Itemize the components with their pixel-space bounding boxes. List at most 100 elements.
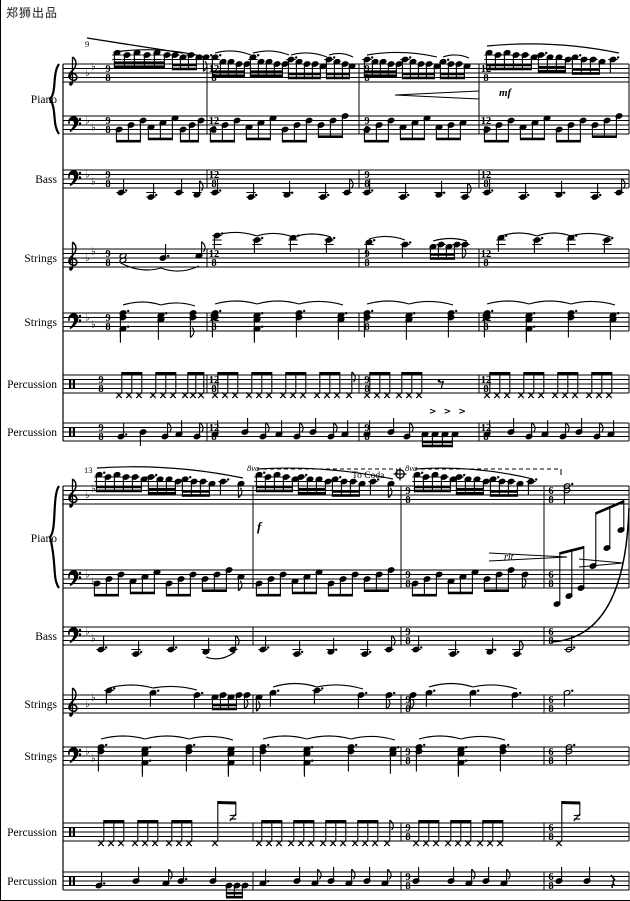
time-signature-bottom: 8 <box>105 125 110 136</box>
time-signature-top: 12 <box>209 375 220 386</box>
time-signature-bottom: 8 <box>211 432 216 443</box>
flat-sign: ♭ <box>91 576 96 587</box>
time-signature-top: 9 <box>105 116 110 127</box>
time-signature-top: 9 <box>405 872 410 883</box>
time-signature-top: 12 <box>481 170 492 181</box>
time-signature-top: 12 <box>209 116 220 127</box>
time-signature-bottom: 8 <box>105 73 110 84</box>
flat-sign: ♭ <box>85 170 90 181</box>
notes-bass <box>116 178 626 200</box>
staff-bass <box>63 169 629 189</box>
notes-percussion-1 <box>115 371 613 399</box>
staff-strings-2 <box>63 746 629 766</box>
to-coda-text: To Coda <box>352 471 385 481</box>
time-signature-top: 9 <box>405 695 410 706</box>
time-signature-bottom: 8 <box>105 258 110 269</box>
time-signature-bottom: 8 <box>483 179 488 190</box>
notes-piano-bass <box>115 113 623 143</box>
time-signature-top: 6 <box>548 570 553 581</box>
time-signature-bottom: 8 <box>211 322 216 333</box>
time-signature-top: 9 <box>105 64 110 75</box>
time-signature-top: 6 <box>548 747 553 758</box>
time-signature-top: 12 <box>209 423 220 434</box>
system-1: ♭♭♭♭♭♭♭♭♭♭989898989898981281281281281281… <box>48 37 630 448</box>
time-signature-bottom: 8 <box>364 384 369 395</box>
flat-sign: ♭ <box>85 699 90 710</box>
time-signature-top: 9 <box>405 823 410 834</box>
time-signature-top: 12 <box>481 423 492 434</box>
time-signature-top: 9 <box>364 170 369 181</box>
time-signature-bottom: 8 <box>548 832 553 843</box>
time-signature-bottom: 8 <box>405 832 410 843</box>
time-signature-top: 9 <box>105 249 110 260</box>
flat-sign: ♭ <box>85 68 90 79</box>
flat-sign: ♭ <box>85 490 90 501</box>
staff-label-percussion-2b: Percussion <box>7 876 57 888</box>
flat-sign: ♭ <box>91 753 96 764</box>
flat-sign: ♭ <box>91 319 96 330</box>
time-signature-top: 9 <box>364 423 369 434</box>
time-signature-top: 9 <box>405 747 410 758</box>
time-signature-bottom: 8 <box>211 258 216 269</box>
notes-strings-2 <box>119 300 620 343</box>
time-signature-bottom: 8 <box>483 73 488 84</box>
time-signature-bottom: 8 <box>483 258 488 269</box>
flat-sign: ♭ <box>85 570 90 581</box>
time-signature-top: 12 <box>481 375 492 386</box>
time-signature-bottom: 8 <box>98 384 103 395</box>
time-signature-top: 6 <box>548 627 553 638</box>
flat-sign: ♭ <box>91 633 96 644</box>
time-signature-top: 9 <box>405 570 410 581</box>
time-signature-bottom: 8 <box>364 179 369 190</box>
time-signature-top: 9 <box>98 423 103 434</box>
time-signature-bottom: 8 <box>483 384 488 395</box>
time-signature-bottom: 8 <box>405 881 410 892</box>
staff-label-strings-1a: Strings <box>24 253 57 265</box>
time-signature-top: 6 <box>548 823 553 834</box>
notes-percussion-2 <box>95 867 616 899</box>
notes-piano-treble <box>94 466 574 504</box>
dynamic-mf: mf <box>499 87 513 99</box>
time-signature-top: 9 <box>105 313 110 324</box>
flat-sign: ♭ <box>85 116 90 127</box>
flat-sign: ♭ <box>85 747 90 758</box>
staff-label-bass-2: Bass <box>35 631 57 643</box>
time-signature-bottom: 8 <box>405 495 410 506</box>
notes-strings-1 <box>118 231 614 272</box>
staff-strings-1 <box>63 694 629 714</box>
notes-percussion-2 <box>117 418 615 448</box>
time-signature-top: 12 <box>209 170 220 181</box>
ottava-label-1: 8va <box>247 463 259 473</box>
staff-strings-2 <box>63 312 629 332</box>
time-signature-bottom: 8 <box>483 322 488 333</box>
time-signature-bottom: 8 <box>364 258 369 269</box>
flat-sign: ♭ <box>85 627 90 638</box>
staff-label-percussion-1b: Percussion <box>7 427 57 439</box>
time-signature-top: 9 <box>364 375 369 386</box>
time-signature-bottom: 8 <box>98 432 103 443</box>
time-signature-top: 9 <box>405 486 410 497</box>
flat-sign: ♭ <box>85 313 90 324</box>
time-signature-top: 9 <box>405 627 410 638</box>
measure-number-13: 13 <box>84 465 93 475</box>
time-signature-bottom: 8 <box>105 179 110 190</box>
flat-sign: ♭ <box>91 692 96 703</box>
time-signature-top: 12 <box>481 116 492 127</box>
time-signature-bottom: 8 <box>548 704 553 715</box>
staff-label-strings-1b: Strings <box>24 317 57 329</box>
staff-percussion-2 <box>63 871 629 891</box>
staff-bass <box>63 626 629 646</box>
time-signature-bottom: 8 <box>364 73 369 84</box>
time-signature-bottom: 8 <box>405 756 410 767</box>
flat-sign: ♭ <box>91 483 96 494</box>
time-signature-bottom: 8 <box>405 636 410 647</box>
accent-marks: > > > <box>429 407 468 417</box>
time-signature-bottom: 8 <box>364 322 369 333</box>
time-signature-bottom: 8 <box>364 432 369 443</box>
time-signature-bottom: 8 <box>548 579 553 590</box>
flat-sign: ♭ <box>91 176 96 187</box>
staff-label-percussion-2a: Percussion <box>7 827 57 839</box>
staff-label-piano-1: Piano <box>31 94 57 106</box>
